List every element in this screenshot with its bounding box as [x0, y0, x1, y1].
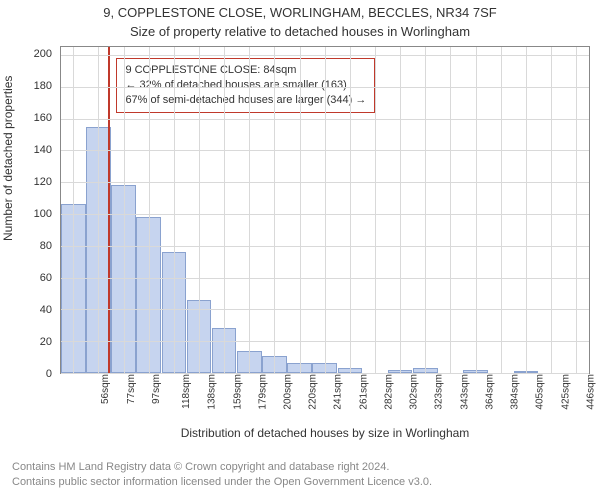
gridline-v: [73, 47, 74, 373]
y-tick-label: 20: [40, 336, 52, 348]
annotation-box: 9 COPPLESTONE CLOSE: 84sqm ← 32% of deta…: [116, 58, 375, 113]
y-tick-label: 40: [40, 304, 52, 316]
y-tick-label: 160: [34, 112, 52, 124]
y-tick-label: 0: [46, 368, 52, 380]
gridline-v: [274, 47, 275, 373]
x-tick-label: 179sqm: [257, 374, 268, 410]
gridline-v: [199, 47, 200, 373]
gridline-v: [425, 47, 426, 373]
x-tick-label: 405sqm: [535, 374, 546, 410]
x-tick-label: 138sqm: [207, 374, 218, 410]
x-tick-label: 425sqm: [560, 374, 571, 410]
chart-wrap: Number of detached properties 0204060801…: [0, 40, 600, 442]
x-tick-label: 220sqm: [308, 374, 319, 410]
x-tick-label: 77sqm: [126, 374, 137, 404]
page-subtitle: Size of property relative to detached ho…: [0, 24, 600, 39]
page-title: 9, COPPLESTONE CLOSE, WORLINGHAM, BECCLE…: [0, 4, 600, 22]
gridline-v: [375, 47, 376, 373]
gridline-v: [400, 47, 401, 373]
y-tick-label: 200: [34, 48, 52, 60]
annotation-line2: ← 32% of detached houses are smaller (16…: [125, 78, 366, 93]
y-tick-label: 120: [34, 176, 52, 188]
x-tick-label: 302sqm: [409, 374, 420, 410]
footer-line1: Contains HM Land Registry data © Crown c…: [12, 460, 432, 475]
x-axis-label: Distribution of detached houses by size …: [60, 426, 590, 440]
x-tick-label: 446sqm: [585, 374, 596, 410]
x-tick-label: 343sqm: [459, 374, 470, 410]
gridline-v: [501, 47, 502, 373]
plot-area: 9 COPPLESTONE CLOSE: 84sqm ← 32% of deta…: [60, 46, 590, 374]
x-tick-label: 323sqm: [434, 374, 445, 410]
gridline-v: [300, 47, 301, 373]
x-tick-label: 282sqm: [384, 374, 395, 410]
footer-line2: Contains public sector information licen…: [12, 475, 432, 490]
y-tick-label: 80: [40, 240, 52, 252]
gridline-v: [526, 47, 527, 373]
annotation-line3: 67% of semi-detached houses are larger (…: [125, 93, 366, 108]
x-tick-label: 261sqm: [358, 374, 369, 410]
x-tick-label: 384sqm: [510, 374, 521, 410]
gridline-v: [476, 47, 477, 373]
x-tick-label: 159sqm: [232, 374, 243, 410]
x-tick-label: 118sqm: [181, 374, 192, 409]
gridline-v: [98, 47, 99, 373]
annotation-line1: 9 COPPLESTONE CLOSE: 84sqm: [125, 63, 366, 78]
gridline-v: [174, 47, 175, 373]
gridline-v: [124, 47, 125, 373]
footer: Contains HM Land Registry data © Crown c…: [12, 460, 432, 490]
y-tick-label: 100: [34, 208, 52, 220]
gridline-v: [551, 47, 552, 373]
y-ticks: 020406080100120140160180200: [0, 46, 56, 374]
x-tick-label: 97sqm: [151, 374, 162, 404]
gridline-v: [450, 47, 451, 373]
gridline-v: [576, 47, 577, 373]
gridline-v: [325, 47, 326, 373]
x-tick-label: 241sqm: [333, 374, 344, 410]
marker-line: [108, 47, 110, 373]
gridline-v: [350, 47, 351, 373]
gridline-v: [249, 47, 250, 373]
y-tick-label: 140: [34, 144, 52, 156]
x-tick-label: 364sqm: [484, 374, 495, 410]
gridline-v: [224, 47, 225, 373]
x-tick-label: 56sqm: [100, 374, 111, 404]
y-tick-label: 180: [34, 80, 52, 92]
x-ticks: 56sqm 77sqm 97sqm 118sqm 138sqm 159sqm 179sqm 2…: [60, 374, 590, 418]
gridline-v: [149, 47, 150, 373]
y-tick-label: 60: [40, 272, 52, 284]
x-tick-label: 200sqm: [283, 374, 294, 410]
